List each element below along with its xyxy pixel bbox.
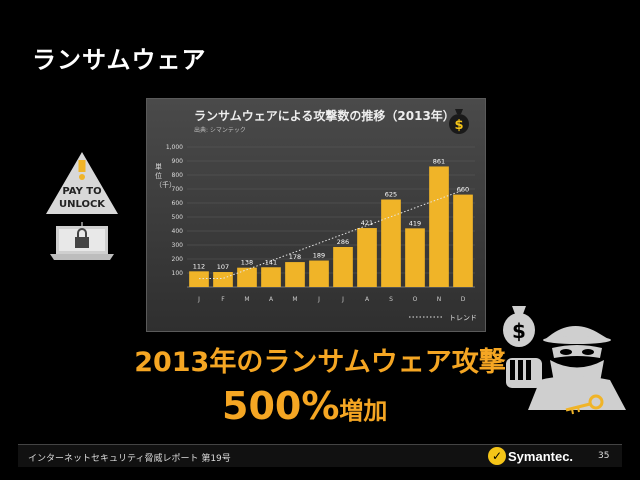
footer: インターネットセキュリティ脅威レポート 第19号 ✓ Symantec. 35 (18, 444, 622, 467)
bar (237, 267, 257, 287)
money-bag-icon: $ (449, 109, 469, 134)
y-tick-label: 500 (172, 214, 184, 221)
warning-triangle-icon: PAY TO UNLOCK (46, 152, 118, 214)
pay-sign-line2: UNLOCK (59, 199, 106, 210)
data-label: 660 (457, 186, 469, 194)
y-axis-label: 単位（千） (155, 163, 176, 189)
data-label: 141 (265, 258, 277, 266)
headline: 2013年のランサムウェア攻撃 (134, 347, 506, 378)
bar (357, 228, 377, 287)
x-tick-label: M (244, 296, 249, 303)
bar (333, 246, 353, 287)
data-label: 107 (217, 263, 229, 271)
chart-source: 出典: シマンテック (194, 127, 246, 134)
y-tick-label: 1,000 (166, 144, 183, 151)
chart-title: ランサムウェアによる攻撃数の推移（2013年） (194, 109, 455, 123)
data-label: 419 (409, 219, 421, 227)
y-tick-label: 700 (172, 186, 184, 193)
y-tick-label: 200 (172, 256, 184, 263)
bar (453, 194, 473, 287)
symantec-wordmark: Symantec. (508, 448, 574, 464)
data-label: 861 (433, 157, 445, 165)
data-label: 625 (385, 191, 397, 199)
increase-stat: 500%増加 (222, 384, 387, 428)
x-tick-label: D (461, 296, 466, 303)
legend-label: トレンド (449, 314, 477, 322)
laptop-lock-icon (50, 222, 114, 260)
svg-text:$: $ (512, 319, 526, 343)
key-icon (565, 394, 604, 415)
bar (309, 260, 329, 287)
x-tick-label: O (413, 296, 418, 303)
chart-panel: 100 200 300 400 500 600 700 800 900 1,000 112 J 107 F… (146, 98, 486, 332)
symantec-check-icon: ✓ (488, 447, 506, 465)
data-label: 112 (193, 262, 205, 270)
symantec-logo: ✓ Symantec. (488, 446, 573, 466)
x-tick-label: A (269, 296, 274, 303)
thief-icon: $ (503, 306, 626, 415)
y-tick-label: 400 (172, 228, 184, 235)
data-label: 138 (241, 259, 253, 267)
x-tick-label: A (365, 296, 370, 303)
x-tick-label: N (437, 296, 442, 303)
bar-chart: 100 200 300 400 500 600 700 800 900 1,000 112 J 107 F… (166, 144, 477, 322)
data-label: 189 (313, 252, 325, 260)
slide-title: ランサムウェア (32, 46, 207, 74)
footer-report-title: インターネットセキュリティ脅威レポート 第19号 (28, 454, 231, 464)
pay-sign-line1: PAY TO (62, 186, 101, 197)
data-label: 286 (337, 238, 349, 246)
page-number: 35 (598, 451, 610, 461)
bar (429, 166, 449, 287)
bar (405, 228, 425, 287)
bar (189, 271, 209, 287)
bar (285, 262, 305, 287)
y-tick-label: 600 (172, 200, 184, 207)
svg-text:$: $ (454, 118, 463, 133)
x-tick-label: M (292, 296, 297, 303)
x-tick-label: F (221, 296, 225, 303)
data-label: 421 (361, 219, 373, 227)
y-tick-label: 900 (172, 158, 184, 165)
bar (261, 267, 281, 287)
x-tick-label: J (197, 296, 200, 303)
y-tick-label: 300 (172, 242, 184, 249)
data-label: 178 (289, 253, 301, 261)
x-tick-label: J (341, 296, 344, 303)
increase-suffix: 増加 (339, 397, 388, 425)
bar (381, 199, 401, 287)
x-tick-label: J (317, 296, 320, 303)
y-tick-label: 100 (172, 270, 184, 277)
increase-value: 500% (222, 384, 340, 428)
x-tick-label: S (389, 296, 393, 303)
y-tick-label: 800 (172, 172, 184, 179)
money-bag-icon: $ (503, 306, 535, 347)
bar (213, 272, 233, 287)
